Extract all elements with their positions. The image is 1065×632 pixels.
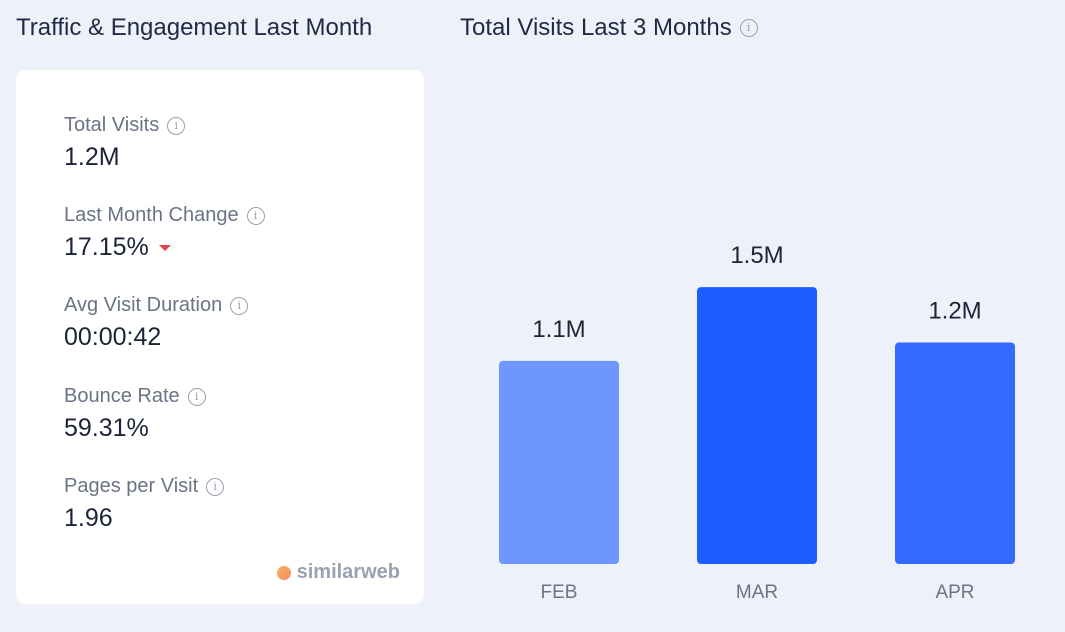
metric-bounce-rate: Bounce Rate i 59.31% bbox=[64, 385, 206, 443]
visits-bar-chart: 1.1M FEB 1.5M MAR 1.2M APR bbox=[499, 242, 1015, 603]
bar-mar[interactable] bbox=[697, 287, 817, 564]
metric-label: Bounce Rate bbox=[64, 385, 180, 407]
x-tick-label: FEB bbox=[541, 582, 578, 603]
metric-last-month-change: Last Month Change i 17.15% bbox=[64, 204, 265, 262]
metric-value: 17.15% bbox=[64, 233, 265, 262]
metric-label: Avg Visit Duration bbox=[64, 294, 223, 316]
x-tick-label: MAR bbox=[736, 582, 778, 603]
info-icon[interactable]: i bbox=[246, 206, 265, 225]
info-icon[interactable]: i bbox=[739, 19, 758, 37]
info-icon[interactable]: i bbox=[206, 477, 225, 496]
bar-value-label: 1.2M bbox=[928, 297, 981, 324]
metric-value: 1.96 bbox=[64, 504, 113, 532]
info-icon[interactable]: i bbox=[230, 296, 249, 315]
bar-apr[interactable] bbox=[895, 342, 1015, 564]
metric-label: Pages per Visit bbox=[64, 475, 199, 497]
metric-pages-per-visit: Pages per Visit i 1.96 bbox=[64, 475, 225, 533]
total-visits-title: Total Visits Last 3 Months i bbox=[460, 14, 758, 42]
metric-avg-visit-duration: Avg Visit Duration i 00:00:42 bbox=[64, 294, 249, 352]
bar-feb[interactable] bbox=[499, 360, 619, 564]
traffic-engagement-title: Traffic & Engagement Last Month bbox=[16, 14, 373, 41]
similarweb-logo-icon bbox=[276, 565, 291, 580]
metric-label: Total Visits bbox=[64, 114, 160, 136]
metric-value: 1.2M bbox=[64, 143, 120, 171]
info-icon[interactable]: i bbox=[167, 116, 186, 135]
bar-value-label: 1.1M bbox=[532, 316, 585, 343]
metric-value: 00:00:42 bbox=[64, 323, 162, 351]
brand-logo: similarweb bbox=[276, 561, 400, 584]
metric-label: Last Month Change bbox=[64, 204, 239, 226]
engagement-card: Total Visits i 1.2M Last Month Change i … bbox=[16, 70, 424, 604]
info-icon[interactable]: i bbox=[187, 387, 206, 406]
metric-total-visits: Total Visits i 1.2M bbox=[64, 114, 186, 172]
x-tick-label: APR bbox=[935, 582, 974, 603]
triangle-down-icon bbox=[158, 244, 171, 251]
bar-value-label: 1.5M bbox=[730, 242, 783, 269]
metric-value: 59.31% bbox=[64, 414, 149, 442]
